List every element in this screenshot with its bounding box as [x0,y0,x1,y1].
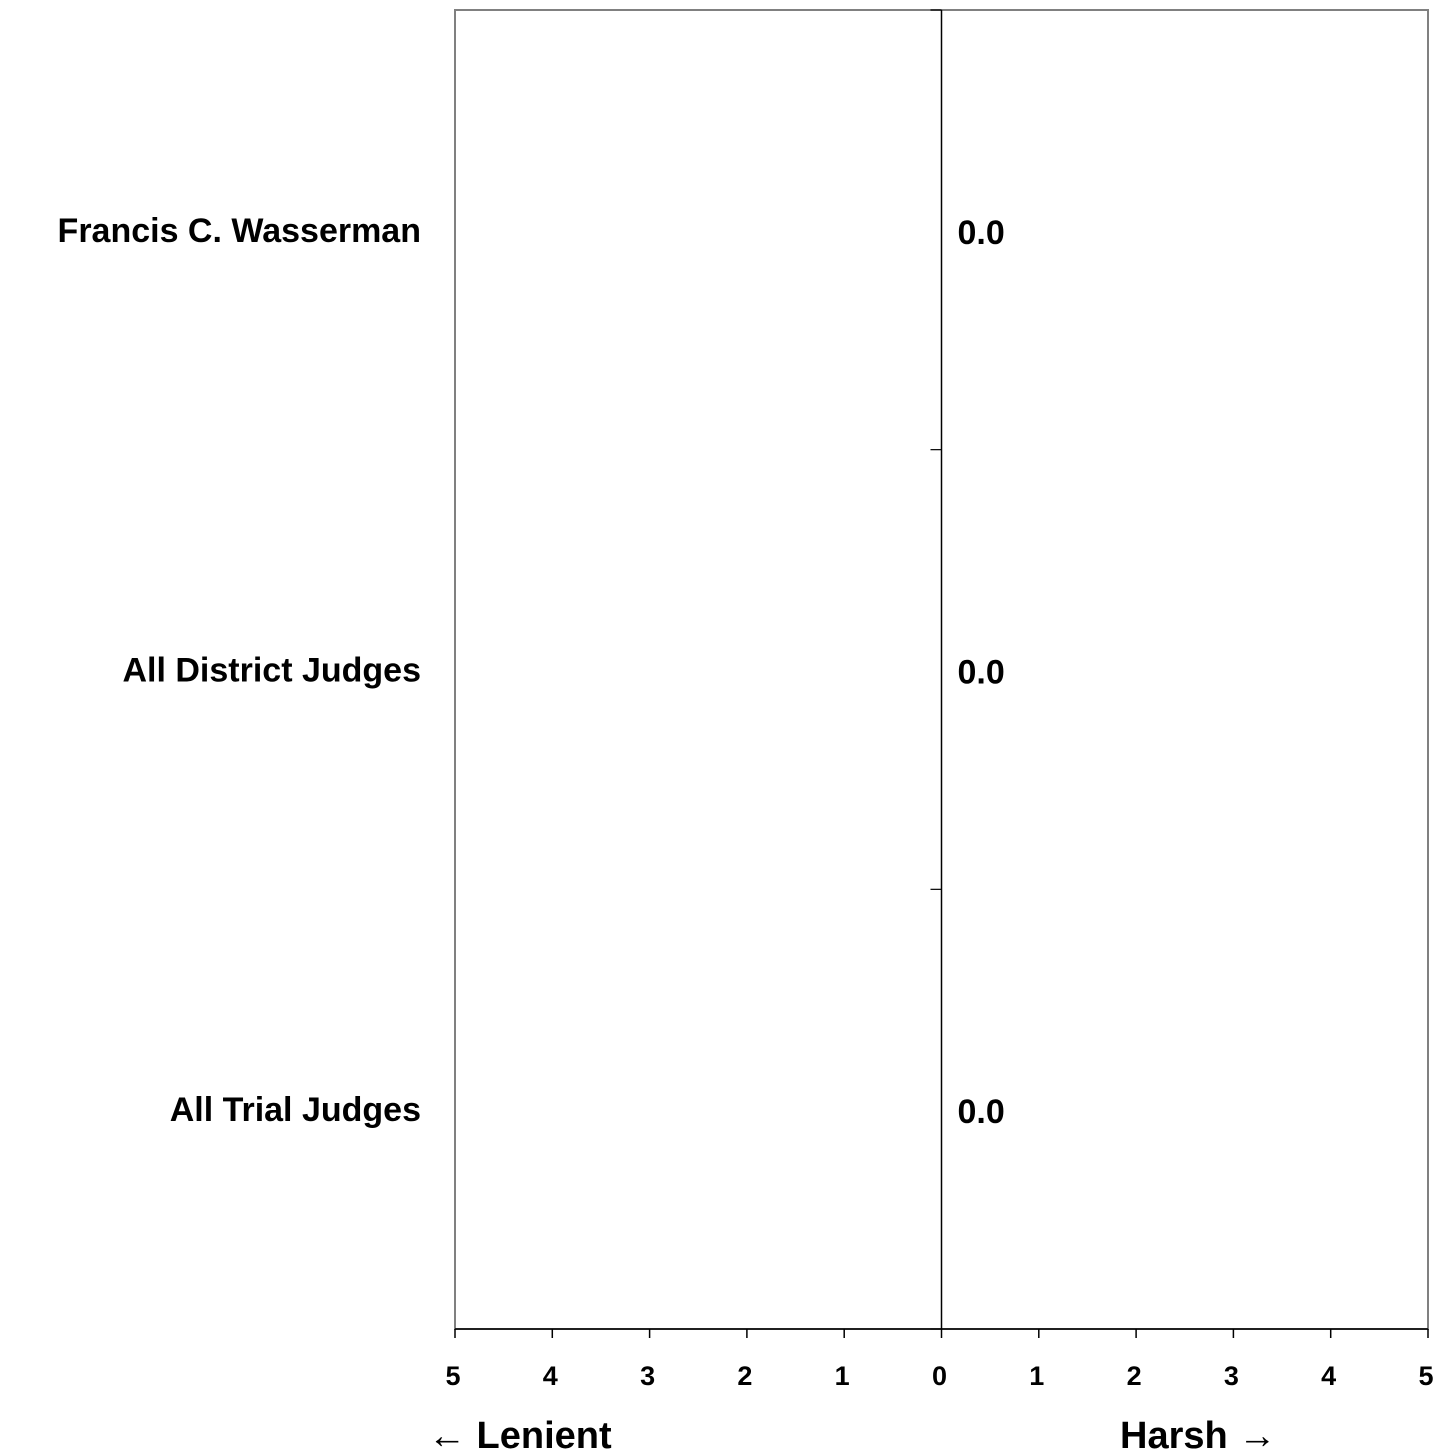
x-tick-label: 2 [737,1361,752,1391]
value-label: 0.0 [958,214,1005,252]
x-tick-label: 1 [835,1361,850,1391]
category-label: Francis C. Wasserman [58,212,421,250]
category-label: All District Judges [122,652,421,690]
x-tick-label: 2 [1127,1361,1142,1391]
x-ticks: 5 4 3 2 1 0 1 2 3 4 5 [445,1329,1434,1391]
x-tick-label: 0 [932,1361,947,1391]
value-label: 0.0 [958,1093,1005,1131]
category-labels: Francis C. Wasserman All District Judges A… [58,212,421,1129]
value-labels: 0.0 0.0 0.0 [958,214,1005,1131]
category-label: All Trial Judges [170,1091,421,1129]
x-tick-label: 3 [1224,1361,1239,1391]
x-tick-label: 3 [640,1361,655,1391]
x-tick-label: 5 [445,1361,460,1391]
x-axis-label-harsh: Harsh → [1120,1415,1276,1455]
category-ticks [930,9,942,1330]
x-tick-label: 1 [1029,1361,1044,1391]
x-tick-label: 5 [1418,1361,1433,1391]
x-axis-label-lenient: ← Lenient [428,1415,612,1455]
x-tick-label: 4 [1321,1361,1336,1391]
x-tick-label: 4 [543,1361,558,1391]
value-label: 0.0 [958,654,1005,692]
